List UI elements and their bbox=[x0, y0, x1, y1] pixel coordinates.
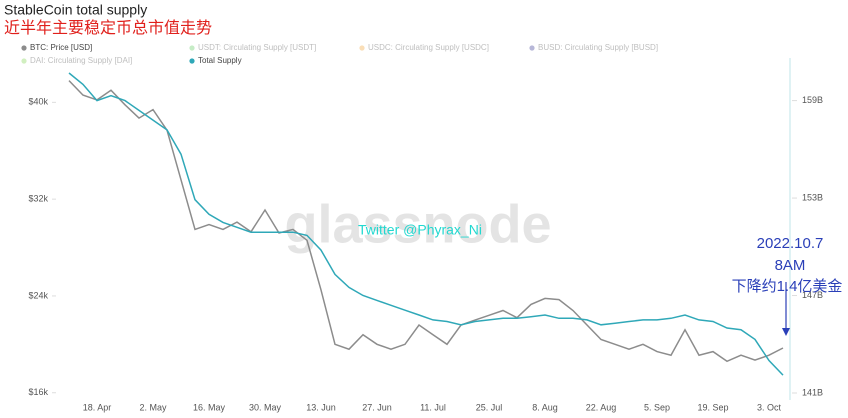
x-tick-label: 3. Oct bbox=[757, 402, 782, 412]
legend-marker bbox=[189, 45, 195, 51]
legend-marker bbox=[21, 45, 27, 51]
x-tick-label: 22. Aug bbox=[586, 402, 617, 412]
legend-marker bbox=[529, 45, 535, 51]
x-tick-label: 18. Apr bbox=[83, 402, 112, 412]
x-tick-label: 25. Jul bbox=[476, 402, 503, 412]
legend-label: Total Supply bbox=[198, 56, 242, 65]
plot: $16k $24k $32k $40k 141B 147B 153B 159B 18. Apr 2… bbox=[28, 72, 823, 412]
x-tick-label: 27. Jun bbox=[362, 402, 392, 412]
x-tick-label: 8. Aug bbox=[532, 402, 558, 412]
y2-tick-label: 159B bbox=[802, 95, 823, 105]
watermark: glassnode bbox=[284, 194, 551, 254]
annotation: 8AM bbox=[775, 257, 806, 274]
y2-tick-label: 141B bbox=[802, 387, 823, 397]
annotation: Twitter @Phyrax_Ni bbox=[358, 222, 482, 238]
y-tick-label: $16k bbox=[28, 387, 48, 397]
chart-subtitle: 近半年主要稳定币总市值走势 bbox=[4, 19, 212, 37]
x-tick-label: 13. Jun bbox=[306, 402, 336, 412]
arrow-head bbox=[782, 328, 790, 336]
y-tick-label: $40k bbox=[28, 97, 48, 107]
y2-tick-label: 153B bbox=[802, 192, 823, 202]
x-tick-label: 11. Jul bbox=[420, 402, 446, 412]
legend-label: DAI: Circulating Supply [DAI] bbox=[30, 56, 132, 65]
x-tick-label: 16. May bbox=[193, 402, 226, 412]
legend-marker bbox=[189, 58, 195, 64]
x-tick-label: 30. May bbox=[249, 402, 282, 412]
legend-label: BUSD: Circulating Supply [BUSD] bbox=[538, 43, 658, 52]
x-tick-label: 19. Sep bbox=[697, 402, 728, 412]
y-tick-label: $24k bbox=[28, 290, 48, 300]
legend-marker bbox=[359, 45, 365, 51]
series-line bbox=[68, 72, 784, 376]
legend-label: USDT: Circulating Supply [USDT] bbox=[198, 43, 316, 52]
chart-title: StableCoin total supply bbox=[4, 2, 147, 18]
legend-label: BTC: Price [USD] bbox=[30, 43, 92, 52]
legend-marker bbox=[21, 58, 27, 64]
annotation: 2022.10.7 bbox=[757, 235, 824, 252]
x-tick-label: 2. May bbox=[139, 402, 167, 412]
annotation: 下降约1.4亿美金 bbox=[732, 278, 843, 295]
legend-label: USDC: Circulating Supply [USDC] bbox=[368, 43, 489, 52]
y2-tick-label: 147B bbox=[802, 290, 823, 300]
x-tick-label: 5. Sep bbox=[644, 402, 670, 412]
series-line bbox=[68, 80, 784, 363]
y-tick-label: $32k bbox=[28, 194, 48, 204]
